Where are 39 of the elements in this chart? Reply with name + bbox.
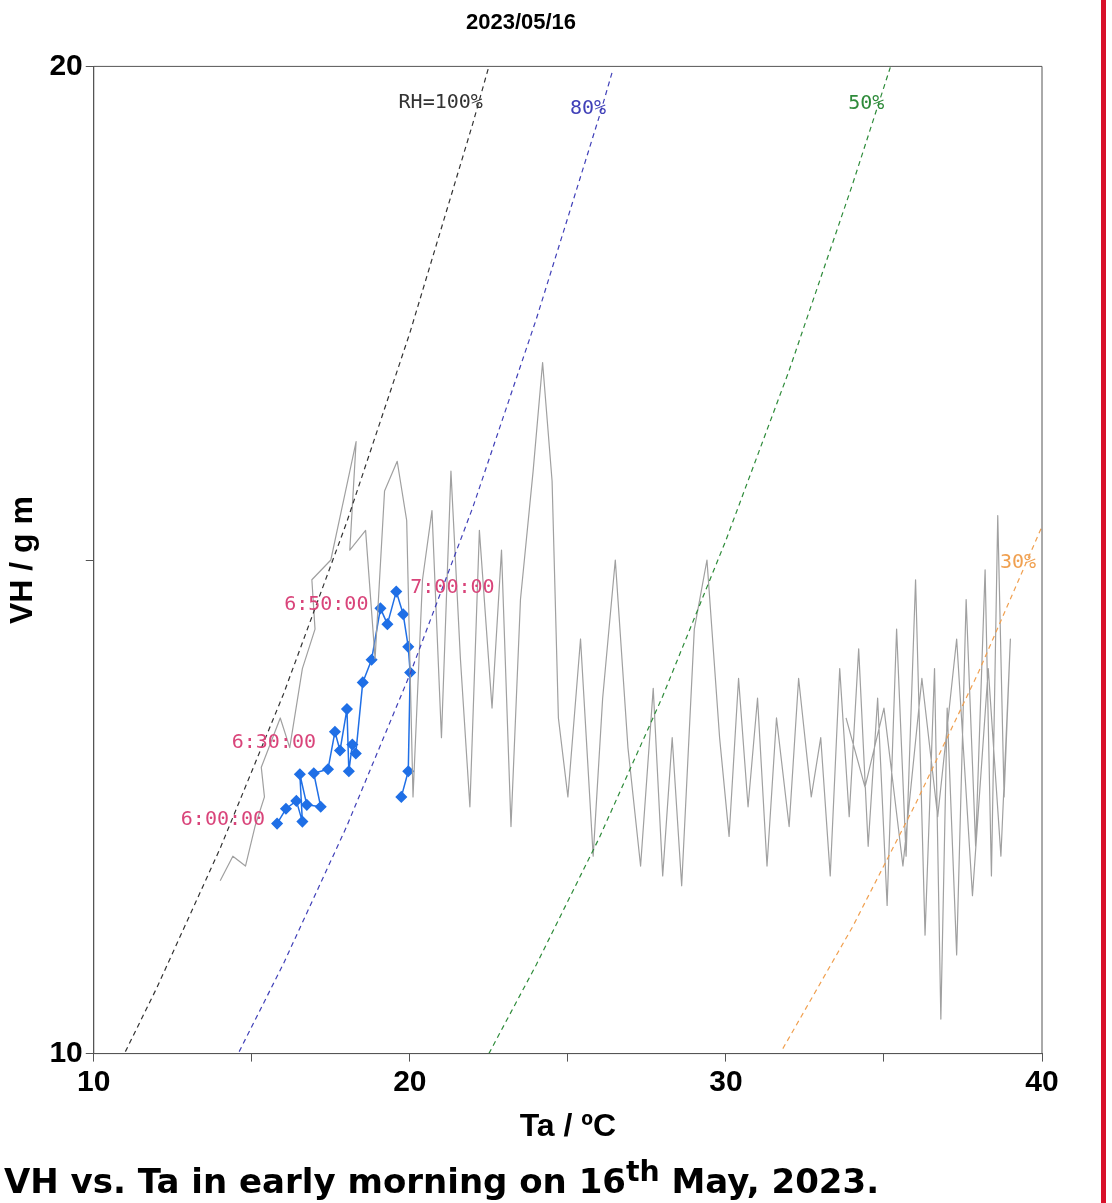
point [365, 653, 378, 666]
x-tick-label: 40 [1025, 1063, 1059, 1097]
x-tick-label: 30 [709, 1063, 743, 1097]
point [308, 767, 320, 779]
y-axis-title: VH / g m [3, 495, 40, 625]
chart-title: 2023/05/16 [465, 9, 577, 35]
point [357, 676, 369, 689]
point [290, 795, 303, 807]
x-tick-label: 10 [77, 1063, 111, 1097]
series-label: 50% [848, 89, 885, 114]
point [296, 815, 309, 828]
point [341, 703, 353, 715]
series-label: RH=100% [398, 88, 483, 113]
point [294, 768, 306, 780]
point [329, 726, 341, 738]
point [271, 817, 283, 830]
series-label: 80% [570, 94, 607, 119]
annotation: 6:30:00 [231, 729, 316, 754]
point [390, 585, 403, 598]
point [322, 763, 334, 776]
point [334, 744, 346, 757]
point [346, 738, 359, 751]
line-series [782, 525, 1042, 1050]
point [314, 801, 327, 813]
x-axis-title: Ta / ºC [519, 1106, 617, 1143]
point [301, 799, 313, 811]
point [343, 765, 355, 778]
point [280, 803, 292, 815]
series-label: 30% [999, 548, 1036, 573]
text: VH vs. Ta in early morning on 16$^{th}$ May, 2023. [4, 1155, 880, 1202]
x-tick-label: 20 [393, 1063, 427, 1097]
point [397, 608, 409, 621]
point [402, 765, 415, 778]
point [381, 618, 394, 630]
annotation: 7:00:00 [410, 573, 495, 598]
annotation: 6:00:00 [180, 805, 266, 830]
annotation: 6:50:00 [284, 590, 369, 615]
point [395, 791, 408, 803]
point [350, 747, 362, 760]
